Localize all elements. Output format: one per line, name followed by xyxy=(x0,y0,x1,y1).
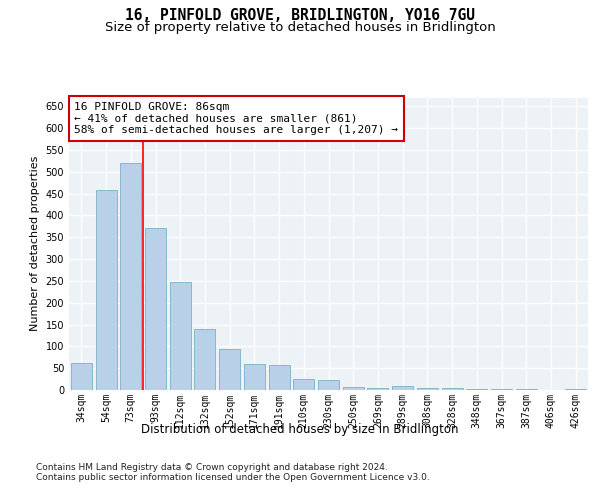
Bar xyxy=(120,162,141,390)
Bar xyxy=(417,388,438,390)
Bar xyxy=(343,386,364,390)
Bar xyxy=(318,380,339,390)
Bar xyxy=(466,388,487,390)
Text: Contains HM Land Registry data © Crown copyright and database right 2024.
Contai: Contains HM Land Registry data © Crown c… xyxy=(36,462,430,482)
Bar xyxy=(491,389,512,390)
Bar xyxy=(516,389,537,390)
Bar xyxy=(71,363,92,390)
Text: Distribution of detached houses by size in Bridlington: Distribution of detached houses by size … xyxy=(141,422,459,436)
Bar xyxy=(219,350,240,390)
Bar xyxy=(442,388,463,390)
Text: Size of property relative to detached houses in Bridlington: Size of property relative to detached ho… xyxy=(104,21,496,34)
Bar xyxy=(293,379,314,390)
Bar xyxy=(392,386,413,390)
Bar xyxy=(95,190,116,390)
Bar xyxy=(194,329,215,390)
Text: 16 PINFOLD GROVE: 86sqm
← 41% of detached houses are smaller (861)
58% of semi-d: 16 PINFOLD GROVE: 86sqm ← 41% of detache… xyxy=(74,102,398,135)
Bar xyxy=(269,365,290,390)
Bar xyxy=(367,388,388,390)
Bar xyxy=(170,282,191,390)
Y-axis label: Number of detached properties: Number of detached properties xyxy=(30,156,40,332)
Bar xyxy=(244,364,265,390)
Bar xyxy=(565,389,586,390)
Bar xyxy=(145,228,166,390)
Text: 16, PINFOLD GROVE, BRIDLINGTON, YO16 7GU: 16, PINFOLD GROVE, BRIDLINGTON, YO16 7GU xyxy=(125,8,475,22)
